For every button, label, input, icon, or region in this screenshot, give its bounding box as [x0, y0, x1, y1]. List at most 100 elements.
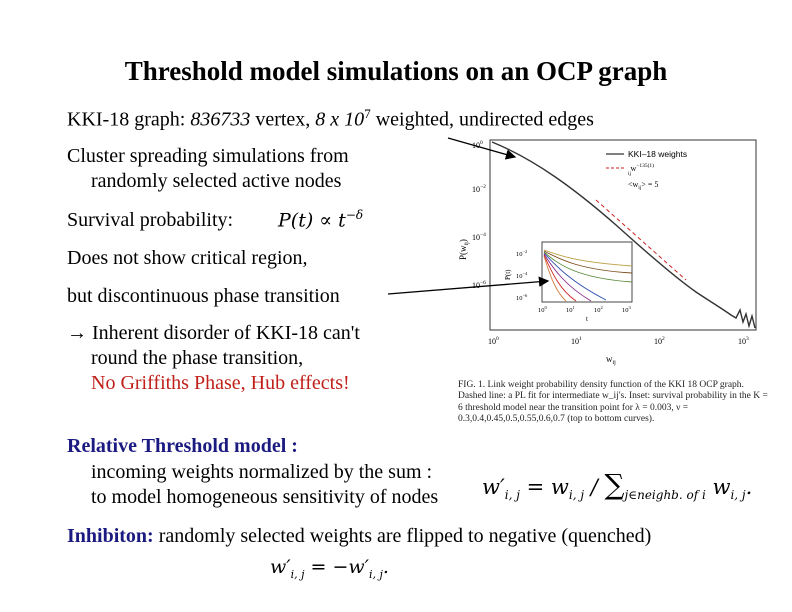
- x-label-text: w: [606, 354, 613, 364]
- x-tick-2: 102: [654, 336, 665, 346]
- inset-curve-6: [543, 254, 577, 302]
- legend-title: KKI–18 weights: [628, 149, 687, 159]
- inset-x-tick-1-base: 10: [566, 307, 573, 314]
- inherent-text: Inherent disorder of KKI-18 can't: [87, 322, 360, 344]
- relative-threshold-title: Relative Threshold model :: [67, 435, 298, 457]
- survival-exponent: −δ: [345, 208, 364, 222]
- x-tick-0: 100: [488, 336, 499, 346]
- inhib-lhs: w′: [270, 556, 291, 578]
- cluster-line-2: randomly selected active nodes: [91, 170, 342, 192]
- y-tick-2-base: 10: [472, 233, 480, 242]
- norm-mid-sub: i, j: [568, 488, 585, 503]
- inset-x-tick-0-base: 10: [538, 307, 545, 314]
- y-tick-1: 10−2: [472, 184, 486, 194]
- inset-y-tick-1: 10−4: [516, 271, 528, 280]
- inset-y-tick-2-exp: −6: [523, 293, 529, 298]
- slide-title: Threshold model simulations on an OCP gr…: [124, 56, 668, 86]
- inset-x-tick-2-base: 10: [594, 307, 601, 314]
- relative-line-1: incoming weights normalized by the sum :: [91, 461, 433, 483]
- inset-curve-7: [543, 255, 567, 302]
- edge-count: 8 x 10: [315, 108, 365, 131]
- power-law-fit-line: [595, 199, 687, 281]
- inhibiton-text: randomly selected weights are flipped to…: [153, 525, 652, 547]
- x-tick-3: 103: [738, 336, 749, 346]
- y-label-close: ): [458, 239, 468, 242]
- x-tick-2-exp: 2: [662, 336, 665, 342]
- main-distribution-curve: [491, 141, 756, 329]
- x-tick-3-base: 10: [738, 337, 746, 346]
- main-axes-frame: [489, 139, 757, 331]
- inset-x-ticks: 100 101 102 103: [538, 305, 632, 314]
- edge-exponent: 7: [364, 106, 371, 121]
- relative-line-2: to model homogeneous sensitivity of node…: [91, 486, 439, 508]
- inhib-lhs-sub: i, j: [290, 567, 305, 581]
- inset-x-tick-0: 100: [538, 305, 548, 314]
- inset-y-tick-0-base: 10: [516, 251, 523, 258]
- inset-x-tick-3-base: 10: [622, 307, 629, 314]
- x-tick-0-exp: 0: [496, 336, 499, 342]
- y-tick-1-base: 10: [472, 185, 480, 194]
- inset-x-tick-1-exp: 1: [573, 305, 575, 310]
- vertex-count: 836733: [190, 108, 251, 131]
- figure-caption: FIG. 1. Link weight probability density …: [458, 380, 768, 425]
- survival-formula-text: P(t) ∝ t: [278, 209, 346, 232]
- y-label-text: P(w: [458, 245, 468, 260]
- legend-mean-sub: ij: [638, 185, 642, 191]
- inset-y-label: P(t): [504, 269, 512, 280]
- inhib-rhs-sub: i, j: [369, 567, 383, 581]
- y-tick-2: 10−4: [472, 232, 486, 242]
- inset-x-tick-3: 103: [622, 305, 632, 314]
- graph-suffix: weighted, undirected edges: [370, 108, 594, 131]
- inset-x-tick-0-exp: 0: [545, 305, 548, 310]
- legend-mean-w: <w: [628, 180, 639, 189]
- norm-lhs-sub: i, j: [504, 488, 520, 503]
- norm-rhs-sub: i, j: [730, 488, 746, 503]
- griffiths-line: No Griffiths Phase, Hub effects!: [91, 372, 350, 394]
- inhib-end: .: [382, 556, 389, 578]
- x-tick-1-exp: 1: [579, 336, 582, 342]
- main-x-label: wij: [606, 354, 616, 366]
- inset-x-tick-1: 101: [566, 305, 575, 314]
- legend-mean-rest: > = 5: [641, 180, 658, 189]
- inset-y-tick-2: 10−6: [516, 293, 528, 302]
- inset-curve-4: [543, 252, 607, 301]
- main-x-ticks: 100 101 102 103: [488, 336, 749, 346]
- arrow-symbol: →: [67, 322, 87, 344]
- legend-fit-w: w: [630, 164, 636, 173]
- inset-y-ticks: 10−2 10−4 10−6: [516, 249, 528, 302]
- discontinuous-line: but discontinuous phase transition: [67, 285, 340, 307]
- inhibiton-line: Inhibiton: randomly selected weights are…: [67, 525, 651, 548]
- x-label-sub: ij: [613, 360, 617, 366]
- inset-y-tick-1-base: 10: [516, 273, 523, 280]
- survival-formula: P(t) ∝ t−δ: [278, 208, 363, 231]
- sum-subscript: j∈neighb. of i: [624, 488, 706, 503]
- normalization-formula: w′i, j = wi, j / ∑j∈neighb. of i wi, j.: [482, 468, 752, 502]
- x-tick-3-exp: 3: [746, 336, 749, 342]
- sum-symbol: ∑: [604, 468, 625, 501]
- cluster-line-1: Cluster spreading simulations from: [67, 145, 349, 167]
- inhibition-formula: w′i, j = −w′i, j.: [270, 556, 389, 581]
- inset-plot: 10−2 10−4 10−6 P(t) 100 101 102 103 t: [504, 241, 633, 323]
- inhibiton-label: Inhibiton:: [67, 525, 154, 547]
- arrow-to-main-curve: [447, 137, 517, 160]
- norm-mid: = w: [519, 475, 569, 499]
- y-tick-0-exp: 0: [480, 140, 483, 146]
- arrow-to-inset: [387, 276, 550, 295]
- legend: KKI–18 weights w−135(1) ij <wij> = 5: [606, 149, 687, 191]
- y-tick-3-exp: −6: [480, 280, 486, 286]
- norm-div: /: [584, 475, 605, 499]
- graph-prefix: KKI-18 graph:: [67, 108, 191, 131]
- inset-x-tick-3-exp: 3: [629, 305, 632, 310]
- norm-end: .: [745, 475, 753, 499]
- y-label-sub: ij: [464, 242, 470, 246]
- y-tick-1-exp: −2: [480, 184, 486, 190]
- norm-lhs: w′: [482, 475, 505, 499]
- x-tick-1-base: 10: [571, 337, 579, 346]
- legend-fit-label: w−135(1) ij: [628, 162, 654, 177]
- y-tick-3-base: 10: [472, 281, 480, 290]
- main-y-label: P(wij): [458, 239, 470, 260]
- inherent-line-2: round the phase transition,: [91, 347, 304, 369]
- graph-description: KKI-18 graph: 836733 vertex, 8 x 107 wei…: [67, 106, 594, 132]
- inset-curve-2: [543, 250, 633, 274]
